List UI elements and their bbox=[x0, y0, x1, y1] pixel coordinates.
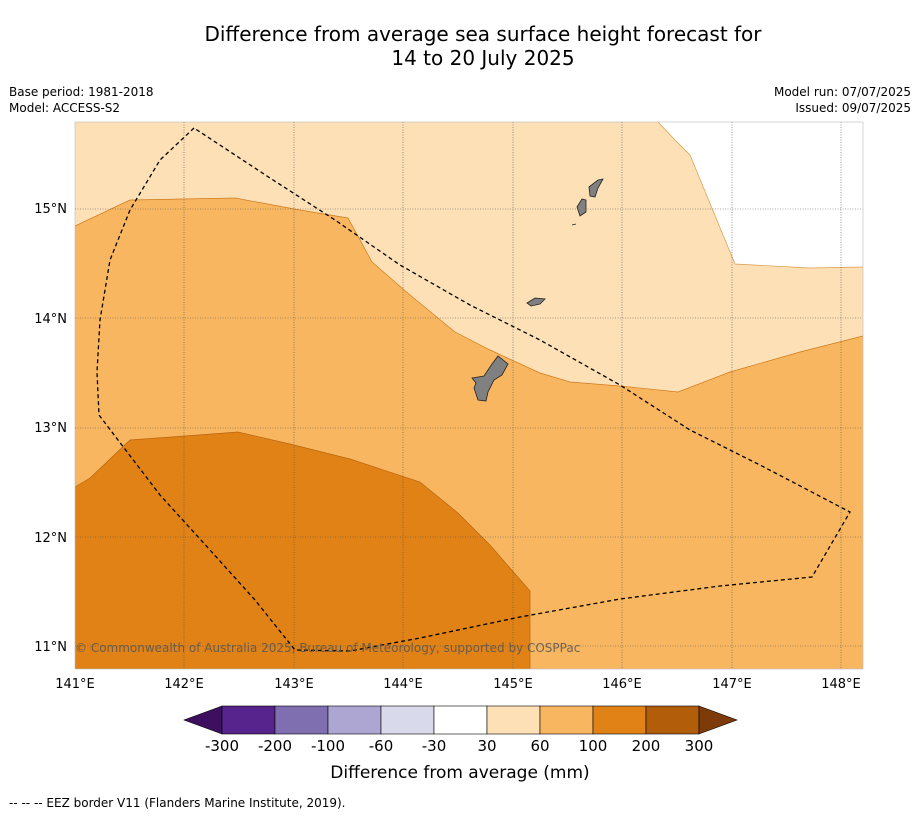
map-title-line2: 14 to 20 July 2025 bbox=[391, 46, 575, 70]
colorbar-swatch bbox=[645, 705, 700, 735]
lat-label: 12°N bbox=[34, 531, 67, 546]
colorbar-swatch bbox=[380, 705, 435, 735]
lon-label: 145°E bbox=[493, 677, 533, 692]
lat-label: 11°N bbox=[34, 640, 67, 655]
map-frame bbox=[74, 121, 864, 670]
lat-label: 14°N bbox=[34, 312, 67, 327]
sea-height-field: © Commonwealth of Australia 2025, Bureau… bbox=[75, 122, 863, 669]
island-aguijan bbox=[571, 223, 577, 226]
colorbar-swatch bbox=[433, 705, 488, 735]
lon-axis-labels: 141°E 142°E 143°E 144°E 145°E 146°E 147°… bbox=[55, 677, 861, 692]
meta-left: Base period: 1981-2018 Model: ACCESS-S2 bbox=[9, 84, 154, 116]
colorbar-tick-label: -100 bbox=[311, 737, 345, 755]
island-tinian bbox=[576, 198, 587, 217]
island-guam bbox=[471, 355, 509, 402]
lon-label: 141°E bbox=[55, 677, 95, 692]
lon-label: 142°E bbox=[164, 677, 204, 692]
island-rota bbox=[526, 297, 546, 307]
colorbar-tick-label: 300 bbox=[685, 737, 714, 755]
lat-label: 15°N bbox=[34, 202, 67, 217]
colorbar-ticks: -300 -200 -100 -60 -30 30 60 100 200 300 bbox=[205, 737, 713, 755]
land-islands bbox=[471, 178, 604, 402]
colorbar-swatch bbox=[486, 705, 541, 735]
lat-axis-labels: 15°N 14°N 13°N 12°N 11°N bbox=[34, 202, 67, 655]
gridlines bbox=[75, 122, 863, 669]
eez-border bbox=[96, 127, 851, 652]
band-100-200 bbox=[75, 432, 530, 669]
colorbar-swatch bbox=[592, 705, 647, 735]
colorbar-swatch bbox=[327, 705, 382, 735]
issued-date: Issued: 09/07/2025 bbox=[795, 101, 911, 115]
meta-right: Model run: 07/07/2025 Issued: 09/07/2025 bbox=[774, 84, 911, 116]
colorbar-label: Difference from average (mm) bbox=[330, 763, 589, 783]
colorbar-tick-label: -200 bbox=[258, 737, 292, 755]
lon-label: 144°E bbox=[383, 677, 423, 692]
colorbar-tick-label: 60 bbox=[530, 737, 549, 755]
island-saipan bbox=[588, 178, 604, 198]
map-title-line1: Difference from average sea surface heig… bbox=[204, 22, 762, 46]
colorbar-tick-label: 30 bbox=[477, 737, 496, 755]
colorbar-tick-label: -30 bbox=[422, 737, 447, 755]
eez-legend-note: -- -- -- EEZ border V11 (Flanders Marine… bbox=[9, 796, 346, 810]
lon-label: 146°E bbox=[602, 677, 642, 692]
colorbar-tick-label: 100 bbox=[579, 737, 608, 755]
lat-label: 13°N bbox=[34, 421, 67, 436]
lon-label: 143°E bbox=[274, 677, 314, 692]
band-neutral bbox=[658, 122, 863, 268]
map-title: Difference from average sea surface heig… bbox=[0, 22, 919, 70]
colorbar-extend-high bbox=[698, 705, 738, 735]
colorbar-extend-low bbox=[183, 705, 223, 735]
copyright-note: © Commonwealth of Australia 2025, Bureau… bbox=[75, 641, 580, 655]
colorbar-tick-label: -300 bbox=[205, 737, 239, 755]
model-name: Model: ACCESS-S2 bbox=[9, 101, 121, 115]
colorbar bbox=[183, 705, 738, 735]
colorbar-swatch bbox=[274, 705, 329, 735]
colorbar-tick-label: 200 bbox=[632, 737, 661, 755]
colorbar-tick-label: -60 bbox=[369, 737, 394, 755]
lon-label: 147°E bbox=[712, 677, 752, 692]
colorbar-swatch bbox=[539, 705, 594, 735]
model-run: Model run: 07/07/2025 bbox=[773, 85, 911, 99]
colorbar-swatch bbox=[221, 705, 276, 735]
base-period: Base period: 1981-2018 bbox=[9, 85, 154, 99]
lon-label: 148°E bbox=[821, 677, 861, 692]
